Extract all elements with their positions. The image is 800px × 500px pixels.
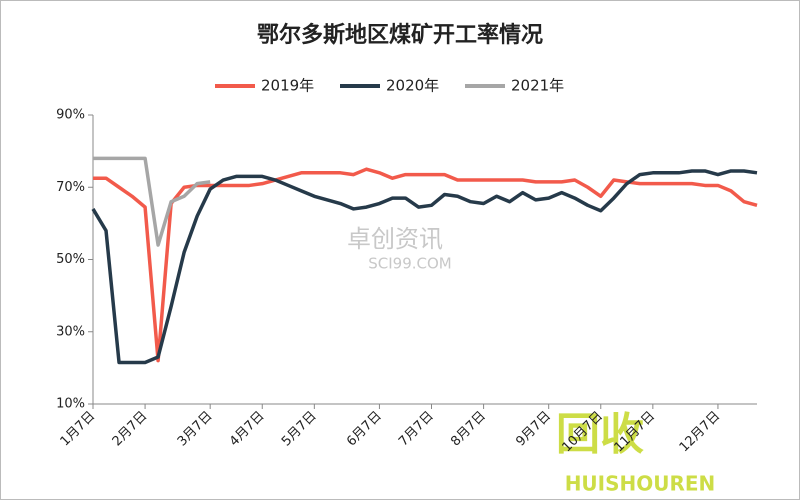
series-line bbox=[93, 156, 211, 247]
y-tick-label: 30% bbox=[56, 324, 85, 339]
legend-label: 2021年 bbox=[511, 77, 564, 95]
y-tick-label: 50% bbox=[56, 252, 85, 267]
logo: 回收 bbox=[556, 409, 644, 460]
logo: HUISHOUREN bbox=[565, 472, 716, 496]
watermark: 卓创资讯 bbox=[347, 225, 443, 253]
y-tick-label: 10% bbox=[56, 397, 85, 412]
chart-title: 鄂尔多斯地区煤矿开工率情况 bbox=[257, 22, 543, 48]
y-tick-label: 70% bbox=[56, 180, 85, 195]
series-line bbox=[93, 167, 758, 363]
y-tick-label: 90% bbox=[56, 108, 85, 123]
watermark: SCI99.COM bbox=[368, 255, 452, 273]
legend-label: 2020年 bbox=[386, 77, 439, 95]
series-line bbox=[91, 169, 758, 365]
legend-label: 2019年 bbox=[261, 77, 314, 95]
